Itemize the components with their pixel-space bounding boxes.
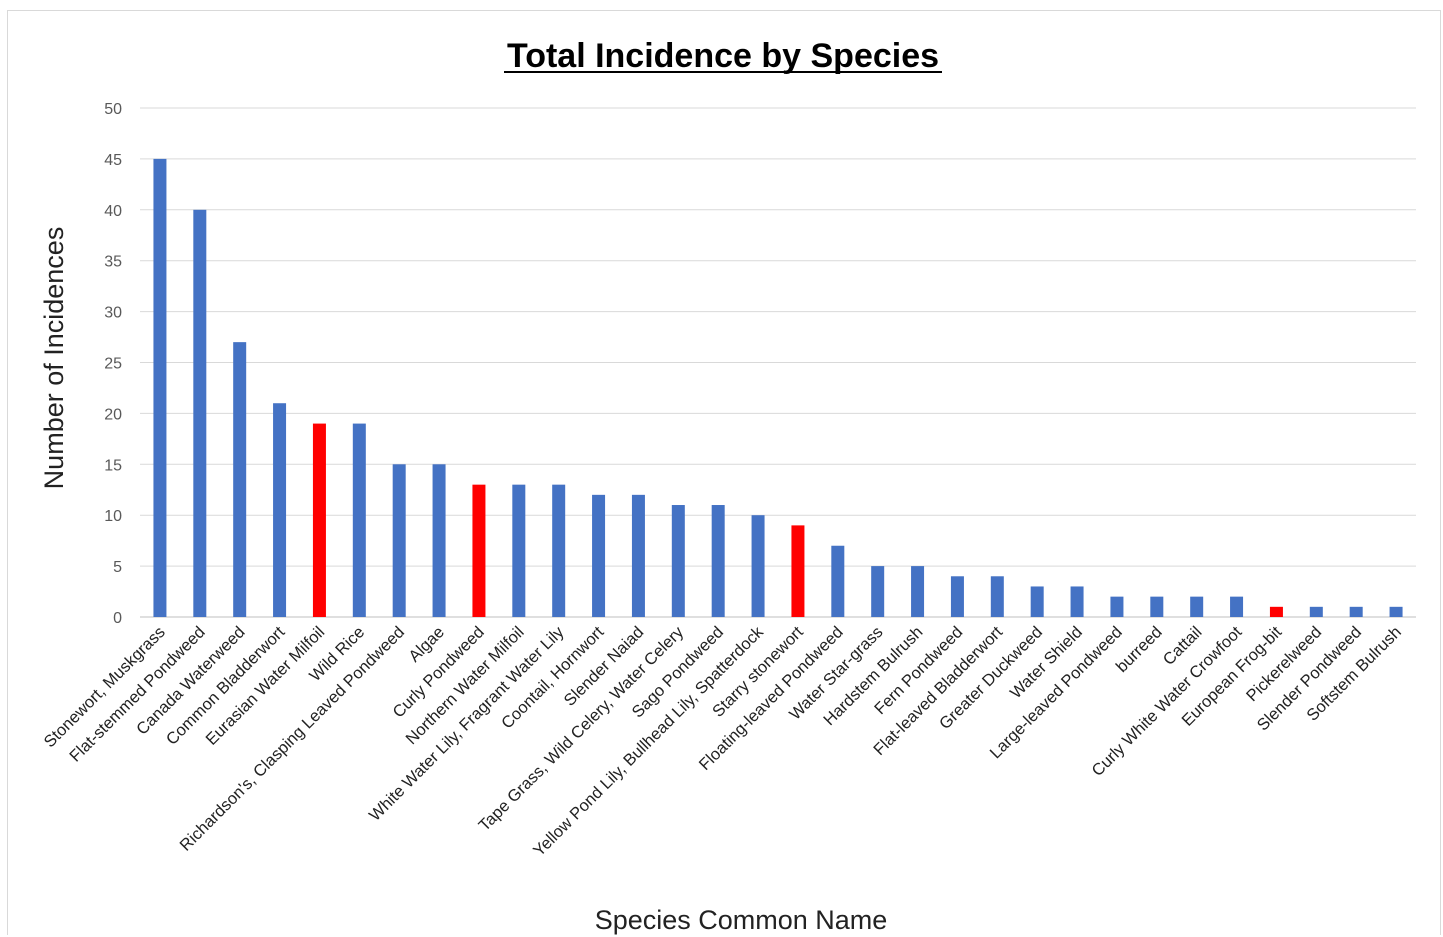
y-tick-labels: 0 5 10 15 20 25 30 35 40 45 50 — [104, 101, 122, 627]
bar — [791, 525, 805, 617]
y-tick-label: 50 — [104, 101, 122, 118]
y-tick-label: 25 — [104, 356, 122, 373]
bar — [432, 464, 446, 617]
bar — [1230, 596, 1244, 617]
bar — [671, 505, 685, 617]
bar — [1030, 586, 1044, 617]
y-tick-label: 40 — [104, 203, 122, 220]
y-axis-title: Number of Incidences — [39, 227, 69, 490]
y-tick-label: 35 — [104, 254, 122, 271]
y-tick-label: 5 — [113, 559, 122, 576]
y-tick-label: 30 — [104, 305, 122, 322]
y-tick-label: 15 — [104, 457, 122, 474]
bar — [711, 505, 725, 617]
bar — [1150, 596, 1164, 617]
y-tick-label: 45 — [104, 152, 122, 169]
bar — [472, 484, 486, 617]
bar — [911, 566, 925, 617]
bar — [751, 515, 765, 617]
bar — [871, 566, 885, 617]
y-tick-label: 0 — [113, 610, 122, 627]
bar — [1269, 606, 1283, 617]
y-tick-label: 10 — [104, 508, 122, 525]
bar — [352, 423, 366, 617]
bar — [392, 464, 406, 617]
bar — [990, 576, 1004, 617]
x-axis-title: Species Common Name — [595, 905, 888, 935]
bar — [312, 423, 326, 617]
bars — [153, 158, 1403, 618]
bar — [552, 484, 566, 617]
bar — [592, 494, 606, 617]
bar — [153, 158, 167, 617]
y-tick-label: 20 — [104, 406, 122, 423]
bar — [631, 494, 645, 617]
bar — [1190, 596, 1204, 617]
gridlines — [140, 107, 1416, 618]
chart-title: Total Incidence by Species — [507, 37, 939, 75]
bar — [193, 209, 207, 618]
bar — [233, 342, 247, 617]
bar — [273, 403, 287, 617]
bar — [1349, 606, 1363, 617]
bar — [1110, 596, 1124, 617]
bar — [1389, 606, 1403, 617]
bar — [1070, 586, 1084, 617]
bar — [512, 484, 526, 617]
bar — [1309, 606, 1323, 617]
bar — [831, 545, 845, 617]
bar — [950, 576, 964, 617]
